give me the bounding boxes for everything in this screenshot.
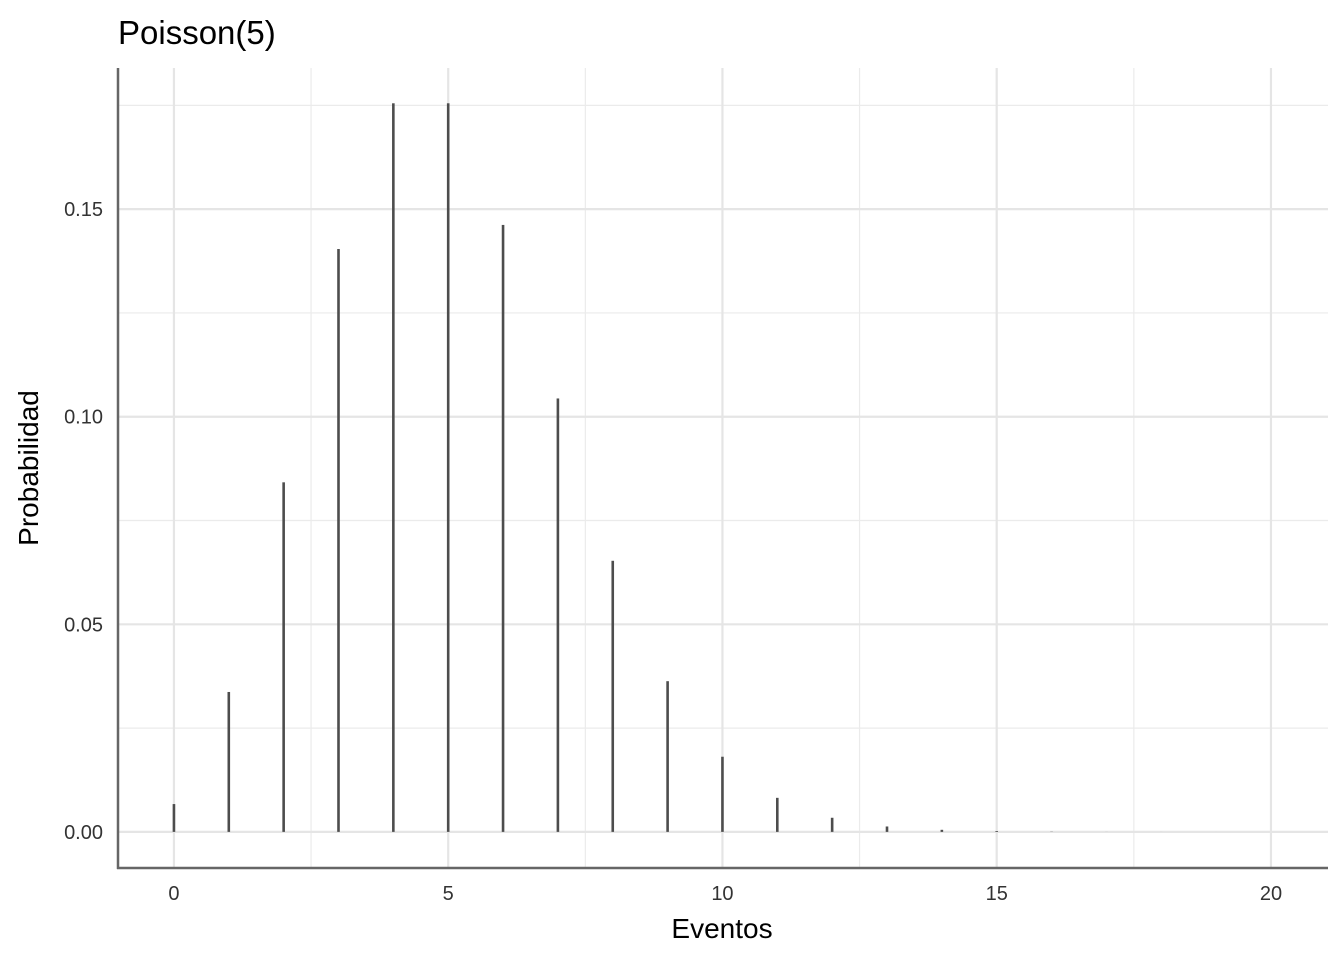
bar — [885, 826, 889, 832]
y-tick-label: 0.05 — [64, 614, 103, 636]
y-tick-label: 0.00 — [64, 822, 103, 844]
grid — [118, 68, 1328, 868]
bar — [392, 103, 395, 832]
bar — [776, 797, 779, 832]
x-tick-label: 15 — [986, 883, 1008, 905]
bar — [337, 249, 340, 832]
bar — [995, 831, 999, 832]
x-tick-label: 10 — [711, 883, 733, 905]
chart-title: Poisson(5) — [118, 14, 276, 51]
y-axis-label: Probabilidad — [13, 390, 44, 546]
x-axis-label: Eventos — [671, 913, 772, 944]
bar — [501, 224, 505, 832]
bar — [282, 482, 285, 832]
x-tick-label: 20 — [1260, 883, 1282, 905]
bar — [721, 756, 724, 832]
bar — [830, 817, 834, 832]
x-tick-label: 5 — [443, 883, 454, 905]
bar — [556, 398, 560, 832]
y-tick-label: 0.15 — [64, 199, 103, 221]
bar — [940, 829, 944, 832]
bar — [227, 691, 231, 832]
bar — [446, 103, 450, 832]
bar — [172, 804, 176, 832]
marks — [172, 103, 1273, 832]
bar — [666, 681, 669, 832]
bar — [611, 560, 615, 832]
x-tick-label: 0 — [168, 883, 179, 905]
y-tick-label: 0.10 — [64, 407, 103, 429]
